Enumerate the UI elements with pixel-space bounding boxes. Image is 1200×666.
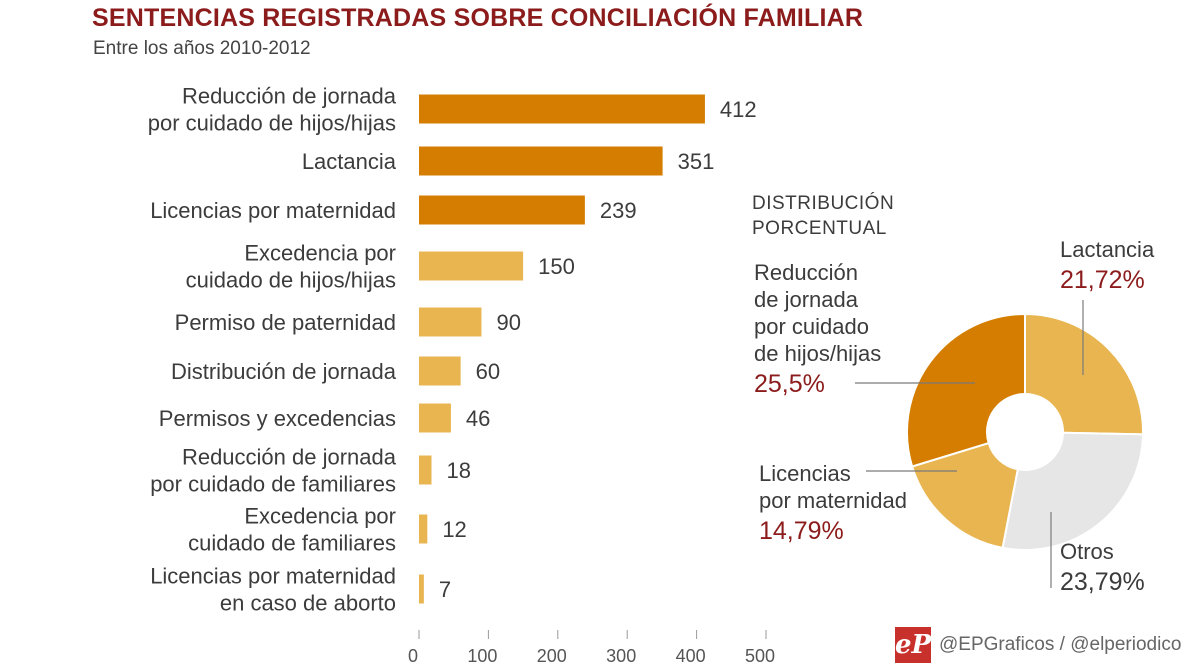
pie-slice [1024,312,1144,436]
chart-subtitle: Entre los años 2010-2012 [93,38,311,59]
x-tick-label: 400 [676,646,706,666]
bar-value-label: 90 [496,310,520,335]
pie-slice-percent: 25,5% [754,370,825,398]
bar [419,403,451,433]
category-label: Licencias por maternidad [150,198,396,223]
category-label: cuidado de familiares [188,531,396,556]
bar-value-label: 412 [720,97,757,122]
bar-value-label: 18 [446,458,470,483]
bar-value-label: 351 [678,149,715,174]
pie-slice-name: por cuidado [754,314,869,339]
pie-slice-name: de jornada [754,287,859,312]
category-label: en caso de aborto [220,591,396,616]
pie-slice [1001,431,1145,551]
category-label: por cuidado de familiares [150,472,396,497]
category-label: Reducción de jornada [182,84,397,109]
pie-slice-name: Reducción [754,260,858,285]
x-tick-label: 100 [467,646,497,666]
category-label: Lactancia [302,149,397,174]
bar-value-label: 7 [439,577,451,602]
x-tick-label: 300 [606,646,636,666]
bar-value-label: 12 [442,517,466,542]
footer-credit: @EPGraficos / @elperiodico [939,634,1182,655]
pie-slice-name: Licencias [759,461,851,486]
category-label: Reducción de jornada [182,445,397,470]
category-label: Excedencia por [244,504,396,529]
elperiodico-logo-icon: eP [895,627,931,663]
bar [419,146,663,176]
bar [419,94,705,124]
bar [419,195,585,225]
x-tick-label: 0 [408,646,418,666]
bar [419,356,461,386]
category-label: Distribución de jornada [171,359,397,384]
pie-slice-percent: 23,79% [1060,568,1145,596]
pie-heading: DISTRIBUCIÓN [752,192,894,214]
x-tick-label: 200 [537,646,567,666]
bar-value-label: 150 [538,254,575,279]
category-label: Excedencia por [244,241,396,266]
category-label: Licencias por maternidad [150,564,396,589]
x-tick-label: 500 [745,646,775,666]
category-label: por cuidado de hijos/hijas [148,111,396,136]
bar [419,251,524,281]
bar [419,307,482,337]
pie-heading: PORCENTUAL [752,218,887,239]
chart-title: SENTENCIAS REGISTRADAS SOBRE CONCILIACIÓ… [92,4,864,32]
pie-slice-name: Otros [1060,539,1114,564]
bar [419,574,424,604]
category-label: cuidado de hijos/hijas [186,268,396,293]
bar-value-label: 239 [600,198,637,223]
category-label: Permiso de paternidad [175,310,396,335]
bar [419,455,432,485]
bar-value-label: 46 [466,406,490,431]
pie-slice-percent: 14,79% [759,517,844,545]
pie-slice-name: Lactancia [1060,237,1155,262]
pie-slice-name: por maternidad [759,488,907,513]
pie-slice-name: de hijos/hijas [754,341,881,366]
pie-slice [906,312,1026,468]
pie-slice [910,441,1019,550]
bar [419,514,428,544]
category-label: Permisos y excedencias [159,406,396,431]
pie-slice-percent: 21,72% [1060,266,1145,294]
bar-value-label: 60 [476,359,500,384]
footer: eP @EPGraficos / @elperiodico [895,625,1181,665]
